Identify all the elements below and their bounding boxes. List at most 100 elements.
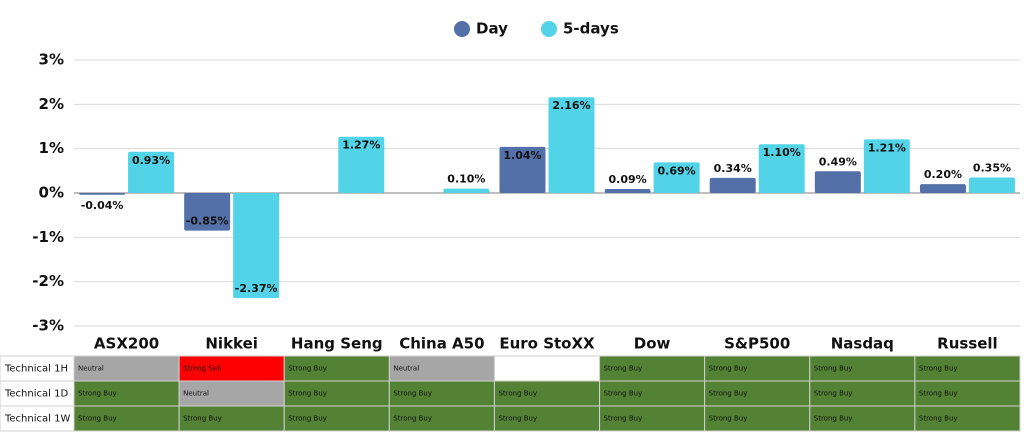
y-tick-label: 2% [39,95,64,113]
cell-text: Strong Buy [604,415,643,423]
value-label: 0.35% [973,161,1011,174]
cell-text: Strong Buy [288,390,327,398]
table-cell [178,380,285,407]
cell-text: Strong Sell [183,365,221,373]
x-tick-label: China A50 [399,335,484,353]
x-tick-label: Euro StoXX [499,335,595,353]
bar [338,136,385,193]
cell-text: Strong Buy [498,415,537,423]
cell-text: Strong Buy [183,415,222,423]
cell-text: Strong Buy [919,390,958,398]
y-tick-label: 1% [39,139,64,157]
y-tick-label: -2% [32,272,64,290]
bar [653,162,700,193]
table-cell [599,380,706,407]
table-cell [493,405,601,432]
row-label-cell [0,405,75,432]
value-label: 1.21% [868,141,906,154]
value-label: -2.37% [235,282,278,295]
x-tick-label: ASX200 [94,335,159,353]
cell-text: Strong Buy [919,365,958,373]
table-cell [704,405,811,432]
bar [499,146,546,193]
bar [233,193,280,299]
value-label: 1.04% [503,149,541,162]
cell-text: Neutral [78,365,104,373]
table-cell [178,405,285,432]
cell-text: Strong Buy [814,365,853,373]
legend-marker [454,21,470,37]
x-tick-label: Russell [937,335,998,353]
table-cell [914,355,1021,382]
value-label: -0.85% [186,215,229,228]
table-cell [809,355,916,382]
table-cell [388,355,495,382]
y-tick-label: -3% [32,317,64,335]
bar [968,177,1015,193]
cell-text: Strong Buy [709,365,748,373]
bar [863,139,910,193]
cell-text: Strong Buy [393,415,432,423]
x-tick-label: Dow [634,335,671,353]
x-tick-label: S&P500 [724,335,790,353]
bar [79,193,126,195]
cell-text: Strong Buy [919,415,958,423]
table-cell [73,380,180,407]
bar [919,184,966,193]
table-cell [283,405,390,432]
value-label: 1.27% [342,139,380,152]
bar [709,177,756,193]
cell-text: Strong Buy [498,390,537,398]
value-label: 2.16% [552,99,590,112]
value-label: 0.34% [714,162,752,175]
value-label: 1.10% [763,146,801,159]
bar [758,144,805,193]
cell-text: Strong Buy [78,390,117,398]
cell-text: Strong Buy [709,390,748,398]
table-cell [283,355,390,382]
value-label: 0.10% [447,173,485,186]
legend-label: Day [476,20,508,38]
x-tick-label: Hang Seng [291,335,383,353]
cell-text: Neutral [183,390,209,398]
cell-text: Strong Buy [709,415,748,423]
value-label: 0.93% [132,154,170,167]
cell-text: Strong Buy [814,390,853,398]
cell-text: Strong Buy [78,415,117,423]
table-cell [493,380,601,407]
bar [184,193,231,231]
table-cell [388,380,495,407]
bar [814,171,861,193]
cell-text: Strong Buy [288,415,327,423]
cell-text: Strong Buy [604,390,643,398]
row-label: Technical 1W [4,414,70,425]
bar [548,97,595,193]
value-label: 0.69% [658,164,696,177]
y-tick-label: -1% [32,228,64,246]
value-label: 0.09% [609,173,647,186]
cell-text: Strong Buy [604,365,643,373]
legend-label: 5-days [563,20,619,38]
table-cell [704,380,811,407]
value-label: 0.20% [924,168,962,181]
table-cell [599,355,706,382]
bar [443,188,490,193]
value-label: -0.04% [81,199,124,212]
bar [604,189,651,193]
legend-marker [541,21,557,37]
row-label: Technical 1H [4,364,68,375]
row-label: Technical 1D [4,389,68,400]
x-tick-label: Nikkei [205,335,258,353]
table-cell [388,405,495,432]
table-cell [493,355,601,382]
cell-text: Strong Buy [814,415,853,423]
cell-text: Neutral [393,365,419,373]
value-label: 0.49% [819,155,857,168]
y-tick-label: 3% [39,51,64,69]
table-cell [73,405,180,432]
y-tick-label: 0% [39,184,64,202]
cell-text: Strong Buy [393,390,432,398]
x-tick-label: Nasdaq [831,335,894,353]
table-cell [809,380,916,407]
